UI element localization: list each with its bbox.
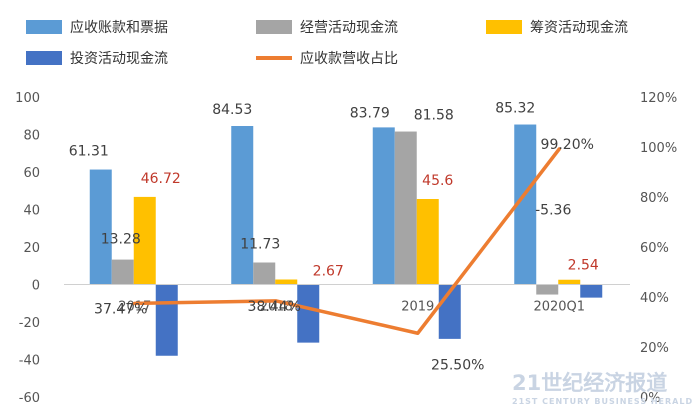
- left-axis-tick: 40: [23, 204, 40, 219]
- bar-筹资活动现金流-2018: [275, 279, 298, 285]
- data-label: 2.67: [313, 263, 344, 279]
- data-label: 2.54: [568, 258, 599, 274]
- data-label: 85.32: [495, 101, 535, 117]
- data-label: 13.28: [101, 232, 141, 248]
- data-label: 61.31: [69, 144, 109, 160]
- right-axis-tick: 120%: [640, 91, 677, 106]
- bar-经营活动现金流-2018: [253, 262, 276, 285]
- right-axis-tick: 0%: [640, 391, 661, 406]
- bar-series: [89, 124, 603, 356]
- data-label: 99.20%: [541, 137, 594, 153]
- bar-应收账款和票据-2019: [372, 127, 395, 285]
- legend-label: 经营活动现金流: [300, 20, 398, 36]
- data-label: 83.79: [350, 105, 390, 121]
- legend-swatch: [26, 51, 62, 65]
- data-label: 25.50%: [431, 357, 484, 373]
- bar-经营活动现金流-2019: [394, 131, 417, 285]
- bar-投资活动现金流-2018: [297, 284, 320, 343]
- left-axis-tick: 100: [15, 91, 40, 106]
- data-label: 84.53: [212, 102, 252, 118]
- bar-应收账款和票据-2017: [89, 169, 112, 285]
- data-label: 11.73: [240, 237, 280, 253]
- watermark-brand-en: 21ST CENTURY BUSINESS HERALD: [512, 397, 693, 406]
- data-labels: 61.31 84.53 83.79 85.32 13.28 11.73 81.58 -5.36…: [69, 101, 599, 374]
- left-axis-tick: -20: [19, 316, 40, 331]
- left-axis-tick: -40: [19, 354, 40, 369]
- legend-swatch: [256, 20, 292, 34]
- legend-label: 筹资活动现金流: [530, 19, 628, 36]
- legend-label: 应收账款和票据: [70, 19, 168, 36]
- watermark-brand: 21世纪经济报道: [512, 371, 667, 395]
- left-axis-tick: 80: [23, 129, 40, 144]
- data-label: 81.58: [414, 108, 454, 124]
- watermark-logo: 21世纪经济报道 21ST CENTURY BUSINESS HERALD: [512, 371, 693, 406]
- bar-应收账款和票据-2020Q1: [514, 124, 537, 285]
- category-label: 2019: [401, 300, 434, 315]
- bar-筹资活动现金流-2017: [133, 196, 156, 285]
- bar-筹资活动现金流-2020Q1: [558, 279, 581, 285]
- left-axis-tick: 60: [23, 166, 40, 181]
- legend-swatch: [486, 20, 522, 34]
- data-label: 46.72: [141, 171, 181, 187]
- line-应收款营收占比: [133, 147, 561, 335]
- right-axis-tick: 20%: [640, 341, 669, 356]
- right-y-axis: 0% 20% 40% 60% 80% 100% 120%: [640, 91, 677, 406]
- legend-label: 应收款营收占比: [300, 50, 398, 67]
- left-axis-tick: 20: [23, 241, 40, 256]
- legend-swatch: [26, 20, 62, 34]
- left-axis-tick: 0: [32, 279, 40, 294]
- data-label: 38.44%: [248, 299, 301, 315]
- bar-经营活动现金流-2017: [111, 259, 134, 285]
- left-y-axis: -60 -40 -20 0 20 40 60 80 100: [15, 91, 40, 406]
- data-label: -5.36: [535, 203, 571, 219]
- right-axis-tick: 80%: [640, 191, 669, 206]
- data-label: 37.47%: [94, 301, 147, 317]
- right-axis-tick: 40%: [640, 291, 669, 306]
- bar-经营活动现金流-2020Q1: [536, 284, 559, 295]
- bar-投资活动现金流-2017: [155, 284, 178, 356]
- left-axis-tick: -60: [19, 391, 40, 406]
- right-axis-tick: 60%: [640, 241, 669, 256]
- category-label: 2020Q1: [533, 300, 585, 315]
- bar-筹资活动现金流-2019: [416, 199, 439, 285]
- bar-投资活动现金流-2020Q1: [580, 284, 603, 298]
- line-series: [133, 147, 561, 335]
- legend-label: 投资活动现金流: [70, 51, 168, 67]
- data-label: 45.6: [422, 173, 453, 189]
- right-axis-tick: 100%: [640, 141, 677, 156]
- bar-应收账款和票据-2018: [231, 126, 254, 285]
